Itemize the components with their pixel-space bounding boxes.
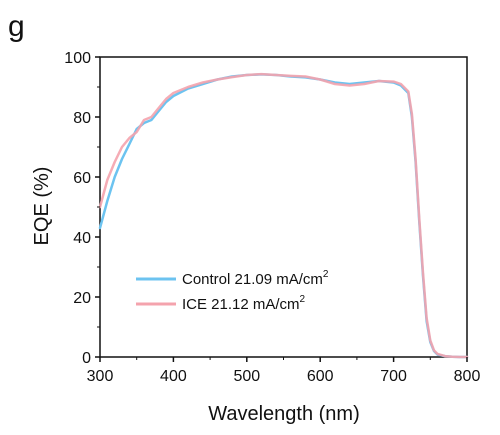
legend-label-control: Control 21.09 mA/cm2: [182, 269, 329, 288]
x-axis-label: Wavelength (nm): [208, 403, 360, 425]
x-tick-label: 500: [233, 368, 260, 385]
x-tick-label: 800: [454, 368, 481, 385]
x-tick-label: 400: [160, 368, 187, 385]
legend: Control 21.09 mA/cm2 ICE 21.12 mA/cm2: [136, 269, 329, 313]
y-tick-label: 60: [73, 170, 91, 187]
panel-label: g: [8, 10, 25, 43]
y-tick-label: 20: [73, 290, 91, 307]
x-tick-label: 300: [87, 368, 114, 385]
x-tick-label: 700: [380, 368, 407, 385]
series-line-1: [98, 72, 469, 359]
y-tick-label: 80: [73, 110, 91, 127]
y-tick-label: 100: [64, 50, 91, 67]
legend-label-ice: ICE 21.12 mA/cm2: [182, 294, 306, 313]
x-tick-label: 600: [307, 368, 334, 385]
y-tick-label: 40: [73, 230, 91, 247]
y-axis-label: EQE (%): [31, 167, 53, 246]
y-tick-label: 0: [82, 350, 91, 367]
